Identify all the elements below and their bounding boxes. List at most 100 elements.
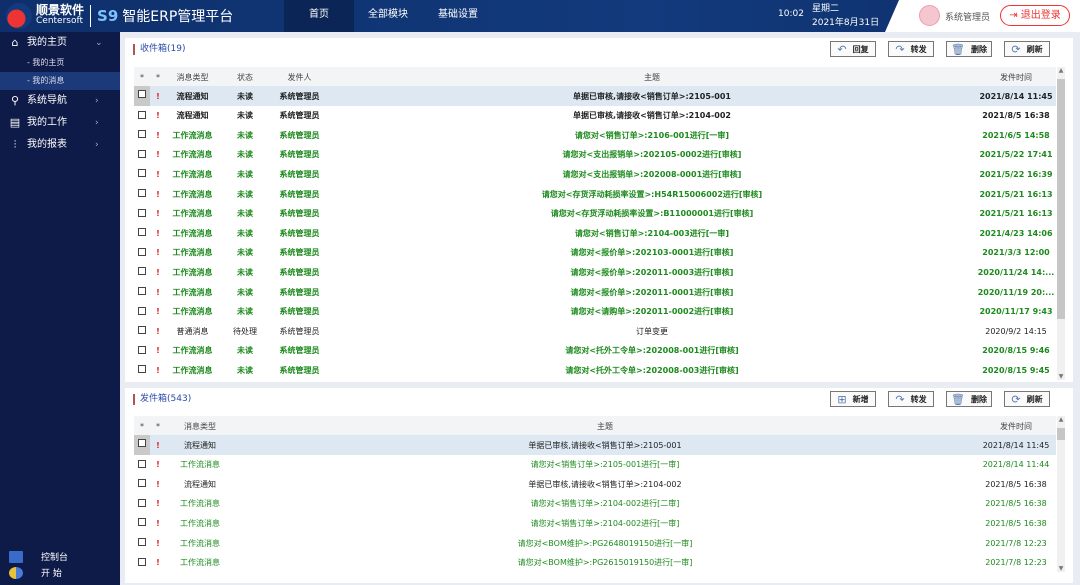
delete-button[interactable]: 🗑 删除 [946,391,992,407]
column-header[interactable]: 主题 [597,421,613,431]
table-row[interactable]: ! 流程通知 单据已审核,请接收<销售订单>:2105-001 2021/8/14 1… [134,435,1056,455]
avatar[interactable] [919,5,940,26]
table-row[interactable]: ! 工作流消息 未读 系统管理员 请您对<托外工令单>:202008-001进行[审核]… [134,341,1056,361]
sidebar-subitem-my-homepage[interactable]: - 我的主页 [27,58,65,67]
row-checkbox[interactable] [138,208,146,217]
table-row[interactable]: ! 工作流消息 未读 系统管理员 请您对<报价单>:202011-0001进行[审核] 2… [134,282,1056,302]
table-row[interactable]: ! 工作流消息 请您对<销售订单>:2104-002进行[一审] 2021/8/5 1… [134,513,1056,533]
checkbox-cell[interactable] [134,459,150,470]
checkbox-cell[interactable] [134,247,150,258]
sidebar-bottom-console[interactable]: 控制台 [0,550,120,563]
forward-button[interactable]: ↷ 转发 [888,41,934,57]
table-row[interactable]: ! 工作流消息 请您对<BOM维护>:PG2648019150进行[一审] 2021/… [134,533,1056,553]
delete-button[interactable]: 🗑 删除 [946,41,992,57]
checkbox-cell[interactable] [134,557,150,568]
scroll-up-icon[interactable]: ▲ [1058,416,1064,423]
refresh-button[interactable]: ⟳ 刷新 [1004,41,1050,57]
checkbox-cell[interactable] [134,169,150,179]
user-name[interactable]: 系统管理员 [945,13,991,23]
checkbox-cell[interactable] [134,149,150,160]
row-checkbox[interactable] [138,345,146,354]
checkbox-cell[interactable] [134,130,150,140]
forward-button[interactable]: ↷ 转发 [888,391,934,407]
row-checkbox[interactable] [138,439,146,447]
checkbox-cell[interactable] [134,479,150,489]
table-row[interactable]: ! 工作流消息 未读 系统管理员 请您对<支出报销单>:202008-0001进行[审核… [134,164,1056,184]
row-checkbox[interactable] [138,518,146,527]
row-checkbox[interactable] [138,459,146,468]
scrollbar-thumb[interactable] [1057,428,1065,440]
column-header[interactable]: * [156,421,160,431]
row-checkbox[interactable] [138,538,146,546]
checkbox-cell[interactable] [134,306,150,317]
checkbox-cell[interactable] [134,110,150,121]
checkbox-cell[interactable] [134,267,150,277]
column-header[interactable]: 发件人 [287,72,312,82]
row-checkbox[interactable] [138,365,146,374]
nav-all-modules[interactable]: 全部模块 [368,9,408,20]
sidebar-item-system-nav[interactable]: ⚲ 系统导航 › [0,90,120,112]
column-header[interactable]: * [156,72,160,82]
scrollbar[interactable]: ▲ ▼ [1057,67,1065,380]
column-header[interactable]: * [140,72,144,82]
checkbox-cell[interactable] [134,518,150,528]
checkbox-cell[interactable] [134,228,150,238]
row-checkbox[interactable] [138,247,146,256]
row-checkbox[interactable] [138,189,146,197]
checkbox-cell[interactable] [134,326,150,336]
checkbox-cell[interactable] [134,287,150,297]
column-header[interactable]: 状态 [237,72,253,82]
table-row[interactable]: ! 流程通知 单据已审核,请接收<销售订单>:2104-002 2021/8/5 16… [134,474,1056,494]
sidebar-item-my-home[interactable]: ⌂ 我的主页 ⌄ [0,32,120,54]
nav-basic-settings[interactable]: 基础设置 [438,9,478,20]
row-checkbox[interactable] [138,287,146,295]
new-button[interactable]: ⊞ 新增 [830,391,876,407]
table-row[interactable]: ! 工作流消息 请您对<销售订单>:2104-002进行[二审] 2021/8/5 1… [134,494,1056,514]
table-row[interactable]: ! 普通消息 待处理 系统管理员 订单变更 2020/9/2 14:15 [134,321,1056,341]
sidebar-item-my-work[interactable]: ▤ 我的工作 › [0,112,120,134]
scroll-down-icon[interactable]: ▼ [1058,373,1064,380]
table-row[interactable]: ! 流程通知 未读 系统管理员 单据已审核,请接收<销售订单>:2104-002 2021… [134,106,1056,126]
checkbox-cell[interactable] [134,365,150,375]
row-checkbox[interactable] [138,228,146,237]
row-checkbox[interactable] [138,169,146,178]
checkbox-cell[interactable] [134,538,150,548]
checkbox-cell[interactable] [134,498,150,509]
column-header[interactable]: 消息类型 [184,421,216,431]
sidebar-bottom-start[interactable]: 开 始 [0,566,120,579]
table-row[interactable]: ! 流程通知 未读 系统管理员 单据已审核,请接收<销售订单>:2105-001 2021… [134,86,1056,106]
row-checkbox[interactable] [138,110,146,119]
row-checkbox[interactable] [138,306,146,315]
table-row[interactable]: ! 工作流消息 未读 系统管理员 请您对<存货浮动耗损率设置>:H54R15006002… [134,184,1056,204]
scroll-up-icon[interactable]: ▲ [1058,67,1064,74]
checkbox-cell[interactable] [134,86,150,106]
table-row[interactable]: ! 工作流消息 未读 系统管理员 请您对<托外工令单>:202008-003进行[审核]… [134,360,1056,380]
scroll-down-icon[interactable]: ▼ [1058,565,1064,573]
sidebar-item-my-reports[interactable]: ⫶ 我的报表 › [0,134,120,156]
column-header[interactable]: 发件时间 [1000,72,1032,82]
table-row[interactable]: ! 工作流消息 未读 系统管理员 请您对<销售订单>:2104-003进行[一审] 202… [134,223,1056,243]
table-row[interactable]: ! 工作流消息 未读 系统管理员 请您对<报价单>:202011-0003进行[审核] 2… [134,262,1056,282]
scrollbar-thumb[interactable] [1057,79,1065,319]
table-row[interactable]: ! 工作流消息 请您对<BOM维护>:PG2615019150进行[一审] 2021/… [134,553,1056,573]
table-row[interactable]: ! 工作流消息 请您对<销售订单>:2105-001进行[一审] 2021/8/14 … [134,455,1056,475]
column-header[interactable]: 主题 [644,72,660,82]
column-header[interactable]: 消息类型 [176,72,209,82]
row-checkbox[interactable] [138,498,146,507]
reply-button[interactable]: ↶ 回复 [830,41,876,57]
row-checkbox[interactable] [138,130,146,139]
row-checkbox[interactable] [138,149,146,158]
row-checkbox[interactable] [138,557,146,566]
column-header[interactable]: 发件时间 [1000,421,1032,431]
row-checkbox[interactable] [138,479,146,488]
row-checkbox[interactable] [138,326,146,335]
checkbox-cell[interactable] [134,208,150,219]
checkbox-cell[interactable] [134,345,150,356]
table-row[interactable]: ! 工作流消息 未读 系统管理员 请您对<请购单>:202011-0002进行[审核] 2… [134,302,1056,322]
nav-home[interactable]: 首页 [284,0,354,32]
row-checkbox[interactable] [138,90,146,98]
row-checkbox[interactable] [138,267,146,276]
table-row[interactable]: ! 工作流消息 未读 系统管理员 请您对<存货浮动耗损率设置>:B11000001进行[… [134,204,1056,224]
table-row[interactable]: ! 工作流消息 未读 系统管理员 请您对<销售订单>:2106-001进行[一审] 202… [134,125,1056,145]
table-row[interactable]: ! 工作流消息 未读 系统管理员 请您对<报价单>:202103-0001进行[审核] 2… [134,243,1056,263]
